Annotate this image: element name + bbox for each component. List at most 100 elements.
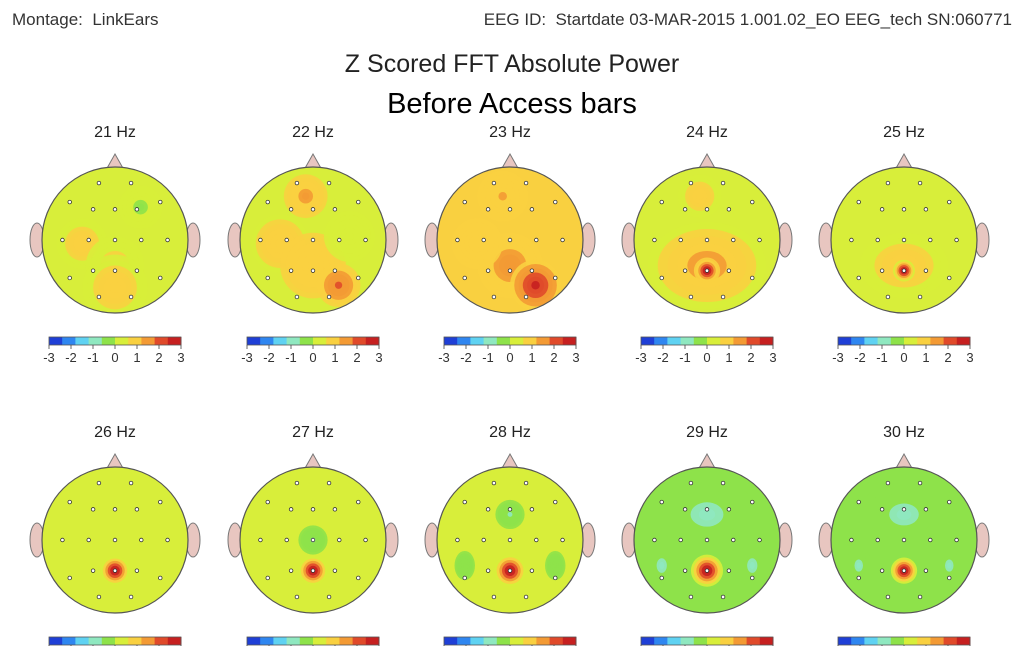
head-outline bbox=[239, 166, 387, 314]
colorbar-segment bbox=[49, 637, 63, 645]
head-outline bbox=[830, 466, 978, 614]
topomap-4: 24 Hz -3 -2 -1 0 1 2 3 bbox=[621, 124, 793, 365]
colorbar-segment bbox=[654, 337, 668, 345]
colorbar-tick-label: 3 bbox=[375, 350, 382, 365]
colorbar-tick-label: -3 bbox=[832, 350, 844, 365]
electrode-dot bbox=[507, 268, 513, 273]
electrode-dot bbox=[678, 237, 683, 243]
colorbar-tick-label: 1 bbox=[922, 350, 929, 365]
colorbar-segment bbox=[890, 637, 905, 645]
electrode-dot bbox=[294, 594, 300, 600]
electrode-dot bbox=[947, 575, 952, 581]
colorbar-segment bbox=[286, 337, 301, 345]
eeg-id-label: EEG ID: bbox=[483, 10, 547, 29]
colorbar-segment bbox=[62, 637, 76, 645]
colorbar-segment bbox=[877, 637, 892, 645]
electrode-dot bbox=[553, 575, 558, 581]
electrode-dot bbox=[901, 268, 907, 273]
frequency-label: 27 Hz bbox=[292, 424, 334, 441]
electrode-dot bbox=[288, 507, 294, 512]
colorbar-tick-label: -1 bbox=[876, 350, 888, 365]
electrode-dot bbox=[485, 207, 491, 212]
colorbar-segment bbox=[956, 637, 971, 645]
colorbar-segment bbox=[75, 637, 90, 645]
colorbar-tick-label: -3 bbox=[241, 350, 253, 365]
activation-contour bbox=[659, 561, 665, 570]
colorbar-segment bbox=[641, 337, 655, 345]
colorbar-segment bbox=[707, 637, 721, 645]
electrode-dot bbox=[928, 237, 933, 243]
colorbar-segment bbox=[930, 637, 945, 645]
electrode-dot bbox=[731, 237, 736, 243]
colorbar-segment bbox=[299, 637, 314, 645]
electrode-dot bbox=[128, 480, 134, 486]
electrode-dot bbox=[928, 537, 933, 543]
colorbar-segment bbox=[457, 337, 471, 345]
frequency-label: 25 Hz bbox=[883, 124, 925, 141]
electrode-dot bbox=[954, 237, 959, 243]
electrode-dot bbox=[158, 275, 163, 281]
colorbar-segment bbox=[101, 637, 116, 645]
electrode-dot bbox=[67, 275, 72, 281]
colorbar-tick-label: 3 bbox=[966, 350, 973, 365]
colorbar-segment bbox=[838, 337, 852, 345]
colorbar-segment bbox=[483, 637, 498, 645]
electrode-dot bbox=[901, 537, 907, 543]
electrode-dot bbox=[652, 237, 657, 243]
electrode-dot bbox=[67, 199, 72, 205]
colorbar-segment bbox=[88, 337, 103, 345]
frequency-label: 29 Hz bbox=[686, 424, 728, 441]
activation-contour bbox=[531, 281, 540, 290]
colorbar-segment bbox=[693, 637, 708, 645]
chart-title: Z Scored FFT Absolute Power bbox=[344, 50, 680, 78]
electrode-dot bbox=[923, 207, 929, 212]
activation-contour bbox=[749, 561, 755, 570]
colorbar-tick-label: 3 bbox=[572, 350, 579, 365]
colorbar-segment bbox=[877, 337, 892, 345]
colorbar-segment bbox=[326, 637, 340, 645]
colorbar-segment bbox=[115, 637, 129, 645]
colorbar-segment bbox=[299, 337, 314, 345]
electrode-dot bbox=[139, 537, 144, 543]
electrode-dot bbox=[139, 237, 144, 243]
colorbar-segment bbox=[523, 337, 537, 345]
electrode-dot bbox=[560, 537, 565, 543]
head-outline bbox=[633, 166, 781, 314]
electrode-dot bbox=[704, 268, 710, 273]
electrode-dot bbox=[265, 575, 270, 581]
electrode-dot bbox=[757, 537, 762, 543]
electrode-dot bbox=[265, 275, 270, 281]
electrode-dot bbox=[856, 575, 861, 581]
electrode-dot bbox=[720, 480, 726, 486]
colorbar-tick-label: -1 bbox=[679, 350, 691, 365]
electrode-dot bbox=[86, 237, 91, 243]
colorbar-segment bbox=[141, 337, 156, 345]
electrode-dot bbox=[112, 207, 118, 212]
electrode-dot bbox=[326, 180, 332, 186]
electrode-dot bbox=[726, 207, 732, 212]
electrode-dot bbox=[704, 207, 710, 212]
colorbar-segment bbox=[286, 637, 301, 645]
electrode-dot bbox=[901, 237, 907, 243]
electrode-dot bbox=[356, 575, 361, 581]
activation-contour bbox=[463, 563, 467, 568]
electrode-dot bbox=[158, 199, 163, 205]
electrode-dot bbox=[491, 180, 497, 186]
colorbar-tick-label: -1 bbox=[285, 350, 297, 365]
electrode-dot bbox=[947, 499, 952, 505]
activation-layer bbox=[250, 174, 376, 308]
electrode-dot bbox=[923, 507, 929, 512]
electrode-dot bbox=[332, 507, 338, 512]
electrode-dot bbox=[491, 294, 497, 300]
colorbar-segment bbox=[693, 337, 708, 345]
frequency-label: 21 Hz bbox=[94, 124, 136, 141]
colorbar-segment bbox=[759, 337, 774, 345]
colorbar-segment bbox=[733, 637, 748, 645]
electrode-dot bbox=[326, 594, 332, 600]
activation-contour bbox=[507, 512, 513, 517]
electrode-dot bbox=[507, 568, 513, 573]
colorbar-segment bbox=[838, 637, 852, 645]
electrode-dot bbox=[523, 594, 529, 600]
